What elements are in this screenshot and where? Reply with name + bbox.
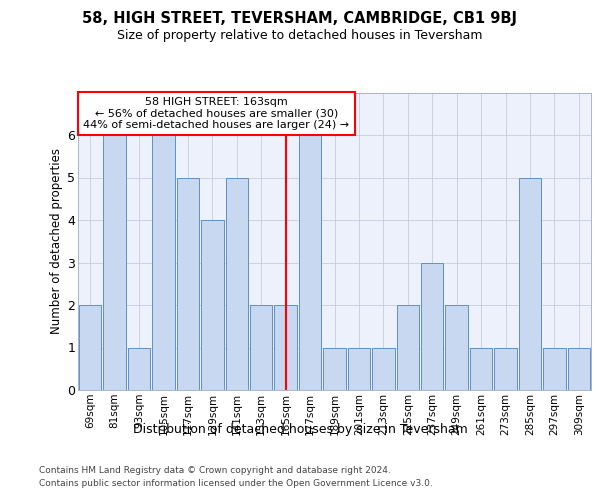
Text: Size of property relative to detached houses in Teversham: Size of property relative to detached ho…: [117, 29, 483, 42]
Bar: [299, 135, 322, 390]
Bar: [250, 305, 272, 390]
Text: 58, HIGH STREET, TEVERSHAM, CAMBRIDGE, CB1 9BJ: 58, HIGH STREET, TEVERSHAM, CAMBRIDGE, C…: [83, 11, 517, 26]
Y-axis label: Number of detached properties: Number of detached properties: [50, 148, 63, 334]
Bar: [518, 178, 541, 390]
Bar: [347, 348, 370, 390]
Bar: [372, 348, 395, 390]
Bar: [128, 348, 151, 390]
Bar: [201, 220, 224, 390]
Bar: [421, 262, 443, 390]
Bar: [543, 348, 566, 390]
Text: 58 HIGH STREET: 163sqm
← 56% of detached houses are smaller (30)
44% of semi-det: 58 HIGH STREET: 163sqm ← 56% of detached…: [83, 97, 350, 130]
Bar: [494, 348, 517, 390]
Text: Contains public sector information licensed under the Open Government Licence v3: Contains public sector information licen…: [39, 479, 433, 488]
Text: Distribution of detached houses by size in Teversham: Distribution of detached houses by size …: [133, 422, 467, 436]
Bar: [152, 135, 175, 390]
Bar: [103, 135, 126, 390]
Bar: [323, 348, 346, 390]
Bar: [568, 348, 590, 390]
Bar: [79, 305, 101, 390]
Text: Contains HM Land Registry data © Crown copyright and database right 2024.: Contains HM Land Registry data © Crown c…: [39, 466, 391, 475]
Bar: [176, 178, 199, 390]
Bar: [397, 305, 419, 390]
Bar: [445, 305, 468, 390]
Bar: [274, 305, 297, 390]
Bar: [226, 178, 248, 390]
Bar: [470, 348, 493, 390]
